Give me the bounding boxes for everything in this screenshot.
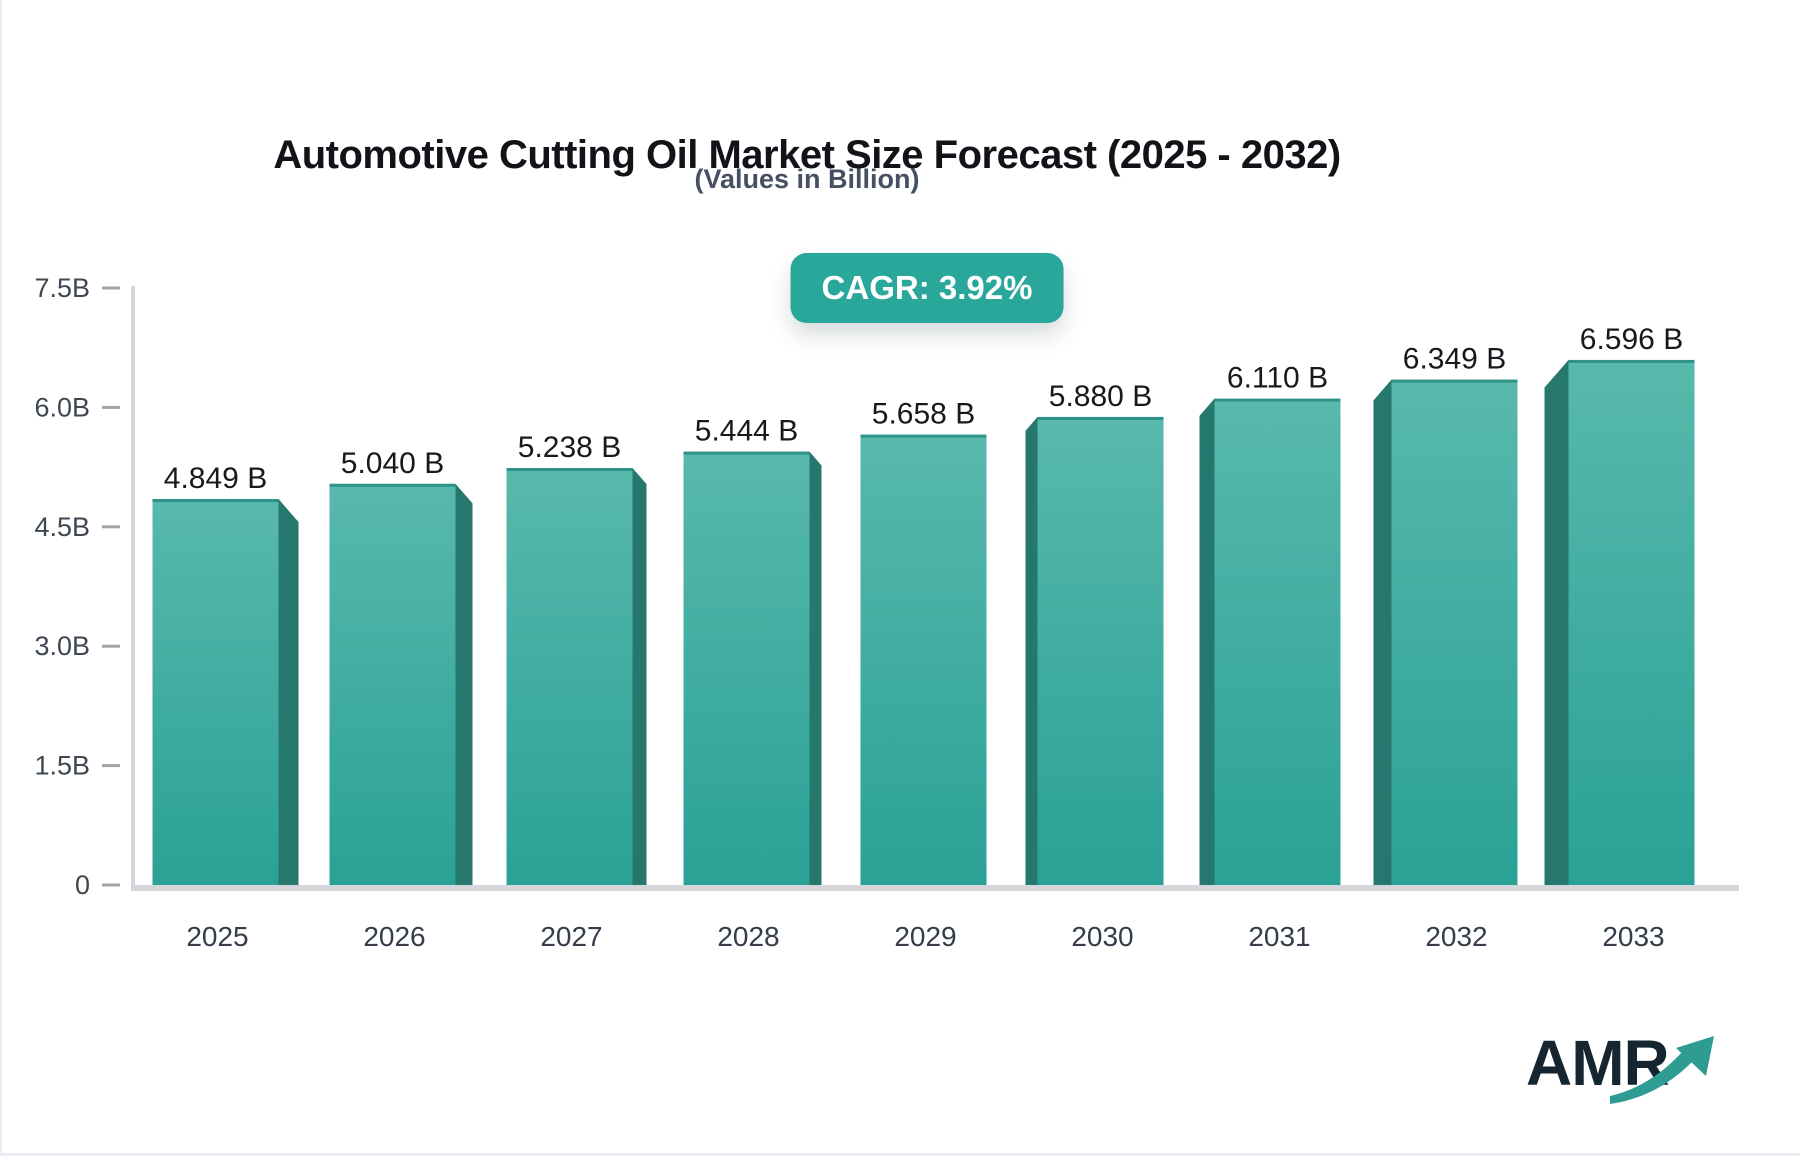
bar-top-edge-2031 xyxy=(1214,398,1341,402)
bar-value-label: 5.444 B xyxy=(695,415,798,448)
bar-value-label: 5.880 B xyxy=(1049,380,1152,413)
bar-value-label: 6.596 B xyxy=(1580,323,1683,356)
bar-value-label: 6.110 B xyxy=(1227,362,1328,395)
bar-2028 xyxy=(683,451,810,887)
bar-top-edge-2030 xyxy=(1037,416,1164,420)
x-tick-label: 2029 xyxy=(894,921,956,952)
x-axis-line xyxy=(131,885,1739,891)
bar-side-2031 xyxy=(1199,398,1215,889)
bar-side-2033 xyxy=(1544,359,1569,890)
y-tick xyxy=(102,764,120,768)
x-tick-label: 2032 xyxy=(1425,921,1487,952)
bar-2025 xyxy=(152,499,279,887)
bar-top-edge-2025 xyxy=(152,499,279,503)
plot-area: 0 1.5B 3.0B 4.5B 6.0B 7.5B 4.849 B 5.040 B 5.238… xyxy=(34,273,1739,952)
amr-logo: AMR xyxy=(1526,1031,1746,1122)
growth-arrow-icon xyxy=(1610,1036,1714,1104)
cagr-badge: CAGR: 3.92% xyxy=(790,253,1064,323)
bar-top-edge-2033 xyxy=(1568,359,1695,363)
bar-top-edge-2026 xyxy=(329,483,456,487)
x-tick-label: 2025 xyxy=(186,921,248,952)
x-tick-label: 2031 xyxy=(1248,921,1310,952)
bar-side-2032 xyxy=(1373,379,1392,889)
x-tick-label: 2030 xyxy=(1071,921,1133,952)
bar-side-2027 xyxy=(632,468,647,889)
bar-top-edge-2028 xyxy=(683,451,810,455)
x-tick-label: 2027 xyxy=(540,921,602,952)
page-title: Automotive Cutting Oil Market Size Forec… xyxy=(273,132,1341,177)
y-tick xyxy=(102,286,120,290)
x-tick-label: 2033 xyxy=(1602,921,1664,952)
bar-side-2026 xyxy=(455,483,473,889)
bar-chart: 0 1.5B 3.0B 4.5B 6.0B 7.5B 4.849 B 5.040 B 5.238… xyxy=(34,273,1739,952)
x-tick-label: 2028 xyxy=(717,921,779,952)
bar-value-label: 5.658 B xyxy=(872,398,975,431)
y-tick xyxy=(102,405,120,409)
bar-top-edge-2032 xyxy=(1391,379,1518,383)
x-tick-label: 2026 xyxy=(363,921,425,952)
bar-2032 xyxy=(1391,379,1518,887)
bar-2029 xyxy=(860,434,987,887)
y-tick-label: 3.0B xyxy=(34,631,90,661)
y-tick-label: 0 xyxy=(75,870,90,900)
y-tick-label: 6.0B xyxy=(34,392,90,422)
bar-2030 xyxy=(1037,416,1164,887)
y-tick-label: 1.5B xyxy=(34,751,90,781)
bar-side-2028 xyxy=(809,451,822,889)
bar-top-edge-2027 xyxy=(506,468,633,472)
bar-2031 xyxy=(1214,398,1341,887)
bar-value-label: 6.349 B xyxy=(1403,343,1506,376)
y-tick xyxy=(102,883,120,887)
y-tick-label: 7.5B xyxy=(34,273,90,303)
y-tick xyxy=(102,644,120,648)
bar-2026 xyxy=(329,483,456,887)
chart-subtitle: (Values in Billion) xyxy=(694,164,920,194)
bar-side-2030 xyxy=(1025,416,1038,889)
y-tick xyxy=(102,525,120,529)
bar-2033 xyxy=(1568,359,1695,888)
y-tick-label: 4.5B xyxy=(34,512,90,542)
bar-top-edge-2029 xyxy=(860,434,987,438)
bar-2027 xyxy=(506,468,633,887)
bar-value-label: 4.849 B xyxy=(164,462,267,495)
bar-value-label: 5.040 B xyxy=(341,447,444,480)
bar-value-label: 5.238 B xyxy=(518,431,621,464)
y-axis-line xyxy=(131,286,135,891)
bar-side-2025 xyxy=(278,499,299,889)
